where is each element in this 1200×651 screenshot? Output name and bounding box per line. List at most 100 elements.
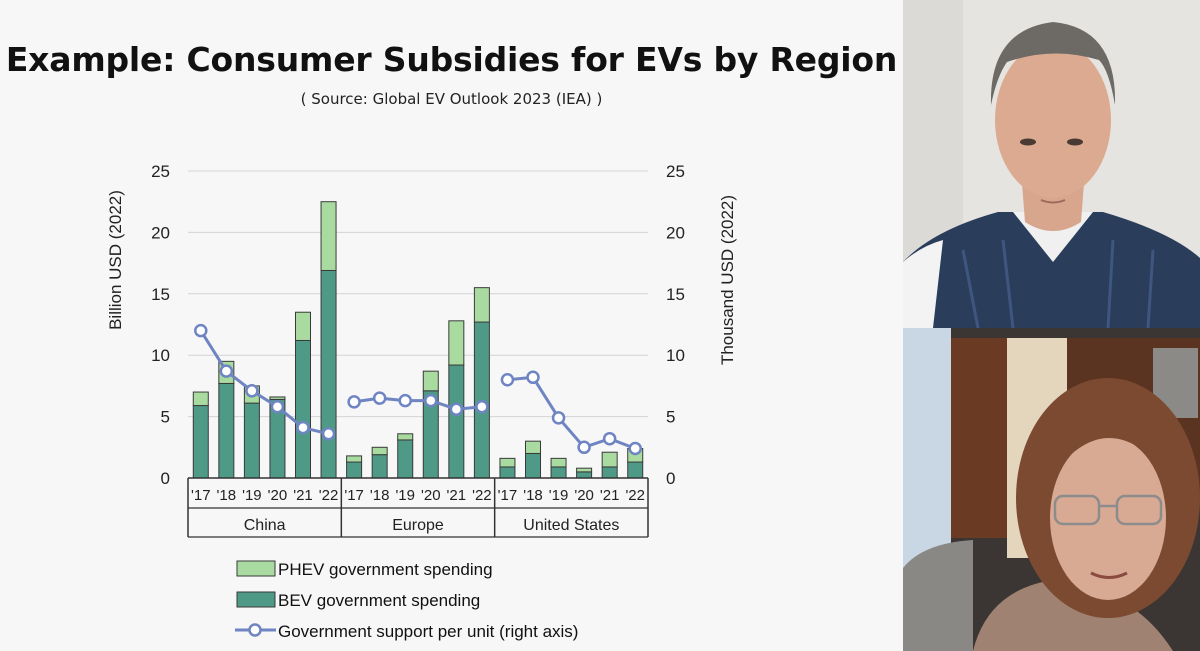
bar-phev — [422, 370, 439, 392]
bar-phev — [550, 457, 567, 468]
region-label: United States — [523, 517, 619, 534]
year-tick-label: '22 — [319, 487, 339, 504]
right-tick-label: 20 — [666, 223, 685, 242]
support-point — [424, 393, 438, 408]
bar-bev — [448, 364, 465, 479]
bar-phev — [473, 287, 490, 323]
support-point — [500, 373, 515, 387]
presentation-slide: Example: Consumer Subsidies for EVs by R… — [5, 40, 898, 641]
bar-phev — [601, 451, 618, 468]
region-label: Europe — [392, 517, 444, 534]
support-per-unit-line — [194, 323, 642, 456]
support-point — [577, 440, 591, 455]
year-tick-label: '20 — [421, 487, 441, 504]
support-point — [270, 400, 285, 414]
right-tick-label: 0 — [666, 469, 675, 488]
support-point — [398, 393, 412, 408]
bar-bev — [499, 466, 516, 479]
right-tick-label: 25 — [666, 162, 685, 181]
year-tick-label: '19 — [549, 487, 569, 504]
legend-swatch-bev — [236, 591, 276, 608]
video-tile-top[interactable] — [903, 0, 1200, 328]
bar-bev — [346, 461, 363, 479]
video-tile-bottom[interactable] — [903, 328, 1200, 651]
support-point — [551, 411, 566, 425]
support-point — [602, 431, 617, 446]
bar-phev — [346, 455, 363, 463]
support-point — [194, 323, 208, 338]
support-point — [347, 395, 361, 409]
bar-phev — [269, 396, 286, 400]
bar-phev — [576, 467, 593, 473]
source-text: Source: Global EV Outlook 2023 (IEA) — [311, 90, 592, 108]
support-point — [296, 420, 310, 435]
legend-label-bev: BEV government spending — [278, 591, 480, 610]
year-tick-label: '21 — [600, 487, 620, 504]
bar-bev — [473, 321, 490, 479]
bar-bev — [601, 466, 618, 479]
year-tick-label: '17 — [344, 487, 364, 504]
year-tick-label: '20 — [574, 487, 594, 504]
support-point — [219, 364, 234, 378]
bar-bev — [192, 405, 209, 479]
year-tick-label: '18 — [370, 487, 390, 504]
bars — [192, 201, 644, 479]
slide-subtitle: ( Source: Global EV Outlook 2023 (IEA) ) — [300, 90, 603, 108]
legend-marker-support — [248, 623, 262, 637]
slide-title: Example: Consumer Subsidies for EVs by R… — [5, 40, 898, 79]
year-tick-label: '17 — [191, 487, 211, 504]
left-tick-label: 0 — [161, 469, 170, 488]
legend-label-support: Government support per unit (right axis) — [278, 622, 578, 641]
legend-swatch-phev — [236, 560, 276, 577]
bar-phev — [448, 320, 465, 366]
year-tick-label: '22 — [625, 487, 645, 504]
left-tick-label: 20 — [151, 223, 170, 242]
participant-video-top — [903, 0, 1200, 328]
bar-bev — [550, 466, 567, 479]
year-tick-label: '19 — [395, 487, 415, 504]
left-axis-label: Billion USD (2022) — [106, 190, 125, 330]
bar-bev — [320, 269, 337, 479]
left-tick-label: 10 — [151, 346, 170, 365]
bar-bev — [397, 439, 414, 479]
support-point — [475, 400, 489, 414]
year-tick-label: '18 — [523, 487, 543, 504]
bar-bev — [371, 454, 388, 479]
chart-legend: PHEV government spending BEV government … — [235, 560, 578, 641]
left-tick-label: 25 — [151, 162, 170, 181]
bar-phev — [295, 311, 311, 341]
bar-bev — [627, 461, 644, 479]
bar-bev — [576, 471, 593, 479]
bar-phev — [525, 440, 541, 454]
bar-bev — [525, 452, 541, 479]
right-axis-label: Thousand USD (2022) — [718, 195, 737, 365]
support-point — [526, 370, 540, 385]
subsidies-chart: 0 0 5 5 10 10 15 15 20 20 25 25 '17 '18 '19 '20 '21 '22 Ch… — [106, 162, 737, 641]
bar-bev — [295, 339, 311, 479]
region-label: China — [244, 517, 286, 534]
year-tick-label: '21 — [293, 487, 313, 504]
year-tick-label: '22 — [472, 487, 492, 504]
right-tick-label: 5 — [666, 408, 675, 427]
support-point — [449, 402, 464, 416]
gridlines — [188, 170, 648, 418]
support-point — [372, 391, 387, 405]
right-tick-label: 10 — [666, 346, 685, 365]
bar-bev — [218, 382, 235, 479]
year-tick-label: '21 — [447, 487, 467, 504]
support-point — [628, 441, 642, 456]
bar-phev — [397, 433, 414, 441]
left-tick-label: 5 — [161, 408, 170, 427]
bar-phev — [320, 201, 337, 271]
bar-phev — [371, 446, 388, 456]
left-tick-label: 15 — [151, 285, 170, 304]
support-point — [245, 384, 259, 398]
legend-label-phev: PHEV government spending — [278, 560, 493, 579]
year-tick-label: '18 — [217, 487, 237, 504]
bar-phev — [192, 391, 209, 407]
participant-video-bottom — [903, 328, 1200, 651]
bar-phev — [499, 457, 516, 468]
year-tick-label: '20 — [268, 487, 288, 504]
support-point — [321, 427, 336, 441]
year-tick-label: '17 — [498, 487, 518, 504]
